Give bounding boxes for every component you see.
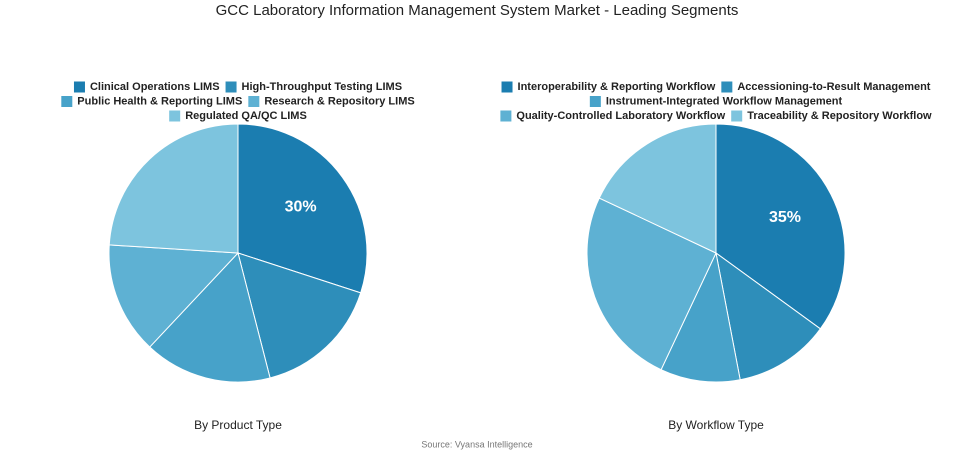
legend-label: Clinical Operations LIMS	[90, 81, 220, 93]
legend-row: Clinical Operations LIMS High-Throughput …	[73, 81, 402, 93]
legend-swatch	[225, 81, 237, 93]
legend-swatch	[73, 81, 85, 93]
legend-swatch	[500, 110, 512, 122]
pie-slice	[715, 123, 846, 330]
legend-label: Traceability & Repository Workflow	[747, 110, 932, 122]
pie-slice	[148, 251, 271, 383]
page-title: GCC Laboratory Information Management Sy…	[216, 2, 739, 19]
chart-subtitle: By Workflow Type	[668, 418, 764, 432]
legend-row: Instrument-Integrated Workflow Managemen…	[589, 95, 843, 107]
legend-label: Accessioning-to-Result Management	[737, 81, 930, 93]
pie-slice	[660, 251, 741, 383]
legend-swatch	[589, 96, 601, 107]
legend-label: Public Health & Reporting LIMS	[77, 95, 242, 107]
legend-swatch	[721, 81, 733, 93]
legend-label: High-Throughput Testing LIMS	[242, 81, 402, 93]
legend-label: Quality-Controlled Laboratory Workflow	[516, 110, 725, 122]
pie-slice	[108, 244, 240, 348]
legend-label: Interoperability & Reporting Workflow	[518, 81, 716, 93]
legend-swatch	[731, 110, 743, 122]
legend-label: Instrument-Integrated Workflow Managemen…	[606, 95, 843, 107]
pie-slice	[586, 197, 717, 371]
legend-label: Regulated QA/QC LIMS	[185, 110, 307, 122]
source: Source: Vyansa Intelligence	[421, 439, 532, 449]
legend-swatch	[169, 110, 181, 122]
legend-swatch	[248, 96, 260, 107]
legend-row: Interoperability & Reporting Workflow Acc…	[501, 81, 931, 93]
legend-swatch	[501, 81, 513, 93]
legend-row: Quality-Controlled Laboratory Workflow Tr…	[500, 110, 932, 122]
pie-slice	[598, 123, 717, 254]
pie-slice	[715, 251, 822, 381]
pie-slice	[237, 252, 362, 379]
legend-row: Regulated QA/QC LIMS	[169, 110, 307, 122]
pie-slice	[237, 123, 368, 294]
chart-subtitle: By Product Type	[194, 418, 282, 432]
pie-slice	[108, 123, 239, 254]
slice-label: 35%	[769, 209, 801, 226]
legend-swatch	[61, 96, 73, 107]
slice-label: 30%	[285, 199, 317, 216]
legend-row: Public Health & Reporting LIMS Research &…	[61, 95, 415, 107]
legend-label: Research & Repository LIMS	[264, 95, 414, 107]
